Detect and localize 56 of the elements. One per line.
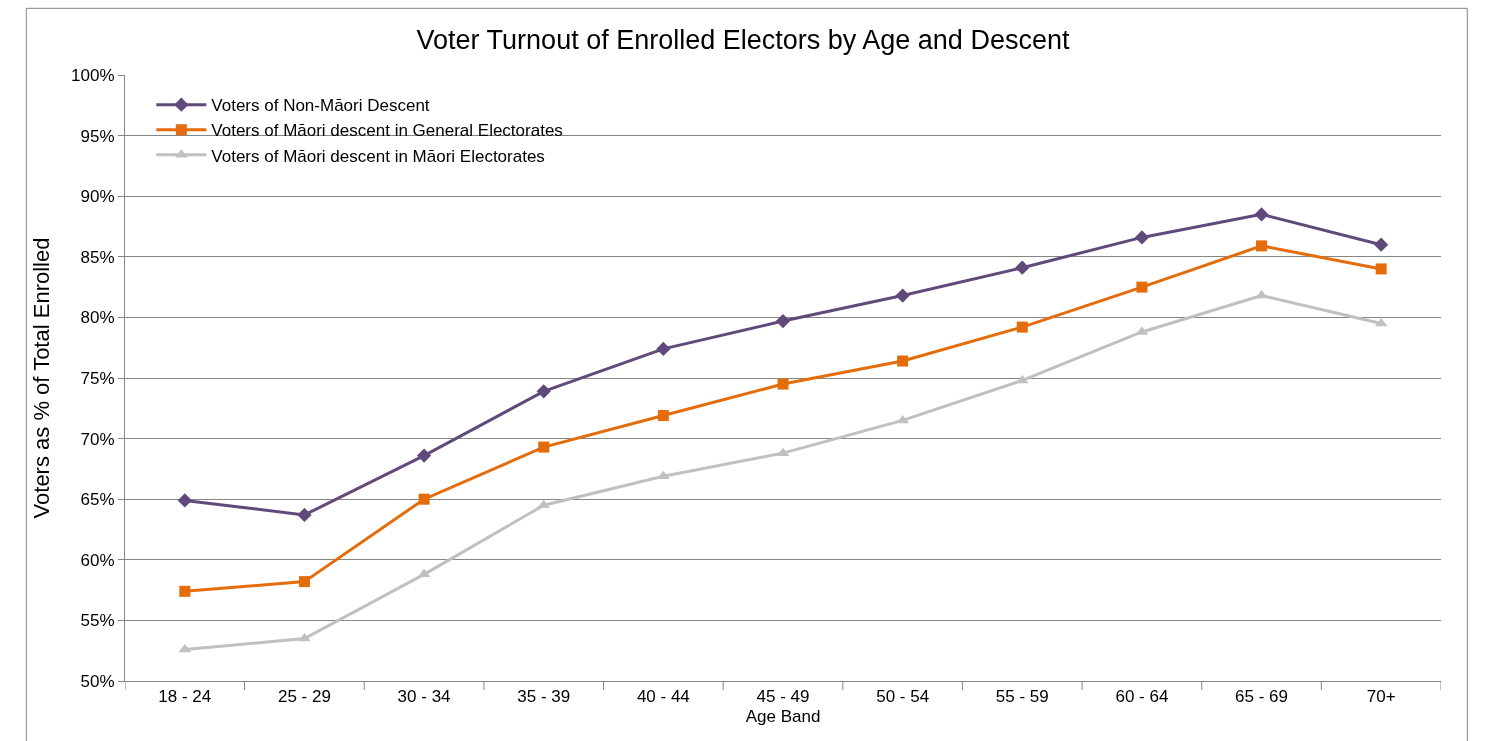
x-tick-label: 45 - 49 — [756, 687, 810, 707]
point — [1016, 321, 1028, 333]
point — [1015, 374, 1029, 384]
y-axis-title: Voters as % of Total Enrolled — [28, 237, 54, 519]
point — [1134, 230, 1150, 245]
point — [179, 585, 191, 597]
point — [178, 643, 192, 653]
y-tick-label: 70% — [80, 429, 115, 449]
point — [1374, 317, 1388, 327]
point — [657, 410, 669, 422]
point — [537, 499, 551, 509]
x-tick-label: 65 - 69 — [1235, 687, 1289, 707]
x-tick-label: 35 - 39 — [517, 687, 571, 707]
legend-label: Voters of Māori descent in Māori Electorates — [211, 146, 545, 166]
y-tick-label: 60% — [80, 550, 115, 570]
y-tick-label: 90% — [80, 187, 115, 207]
y-tick-label: 85% — [80, 247, 115, 267]
chart-title: Voter Turnout of Enrolled Electors by Age and Descent — [416, 24, 1070, 55]
y-tick-label: 95% — [80, 126, 115, 146]
x-tick-label: 25 - 29 — [277, 687, 331, 707]
x-tick-label: 70+ — [1366, 687, 1396, 707]
point — [298, 576, 310, 588]
point — [416, 448, 432, 463]
point — [896, 414, 909, 424]
legend-label: Voters of Māori descent in General Electorates — [211, 121, 563, 141]
y-tick-label: 50% — [80, 671, 115, 691]
x-tick-label: 18 - 24 — [158, 687, 212, 707]
x-tick-label: 50 - 54 — [876, 687, 930, 707]
point — [1375, 263, 1387, 275]
point — [897, 355, 909, 367]
point — [177, 493, 192, 508]
x-tick-label: 55 - 59 — [995, 687, 1049, 707]
x-tick-label: 40 - 44 — [636, 687, 690, 707]
y-tick-label: 65% — [80, 490, 115, 510]
legend-label: Voters of Non-Māori Descent — [211, 96, 430, 116]
point — [895, 288, 910, 303]
point — [1015, 260, 1030, 275]
point — [536, 384, 551, 399]
x-tick-label: 60 - 64 — [1115, 687, 1169, 707]
point — [1374, 237, 1389, 252]
point — [1256, 240, 1268, 252]
point — [417, 568, 431, 578]
point — [1136, 281, 1148, 293]
y-tick-label: 100% — [71, 65, 115, 85]
point — [538, 441, 550, 453]
point — [297, 507, 312, 523]
x-axis-title: Age Band — [745, 706, 821, 726]
point — [1254, 207, 1269, 222]
point — [418, 493, 430, 505]
y-tick-label: 55% — [80, 611, 115, 631]
x-tick-label: 30 - 34 — [397, 687, 451, 707]
point — [656, 341, 671, 357]
y-tick-label: 75% — [80, 368, 115, 388]
point — [775, 313, 791, 329]
point — [777, 378, 789, 390]
y-tick-label: 80% — [80, 308, 115, 328]
